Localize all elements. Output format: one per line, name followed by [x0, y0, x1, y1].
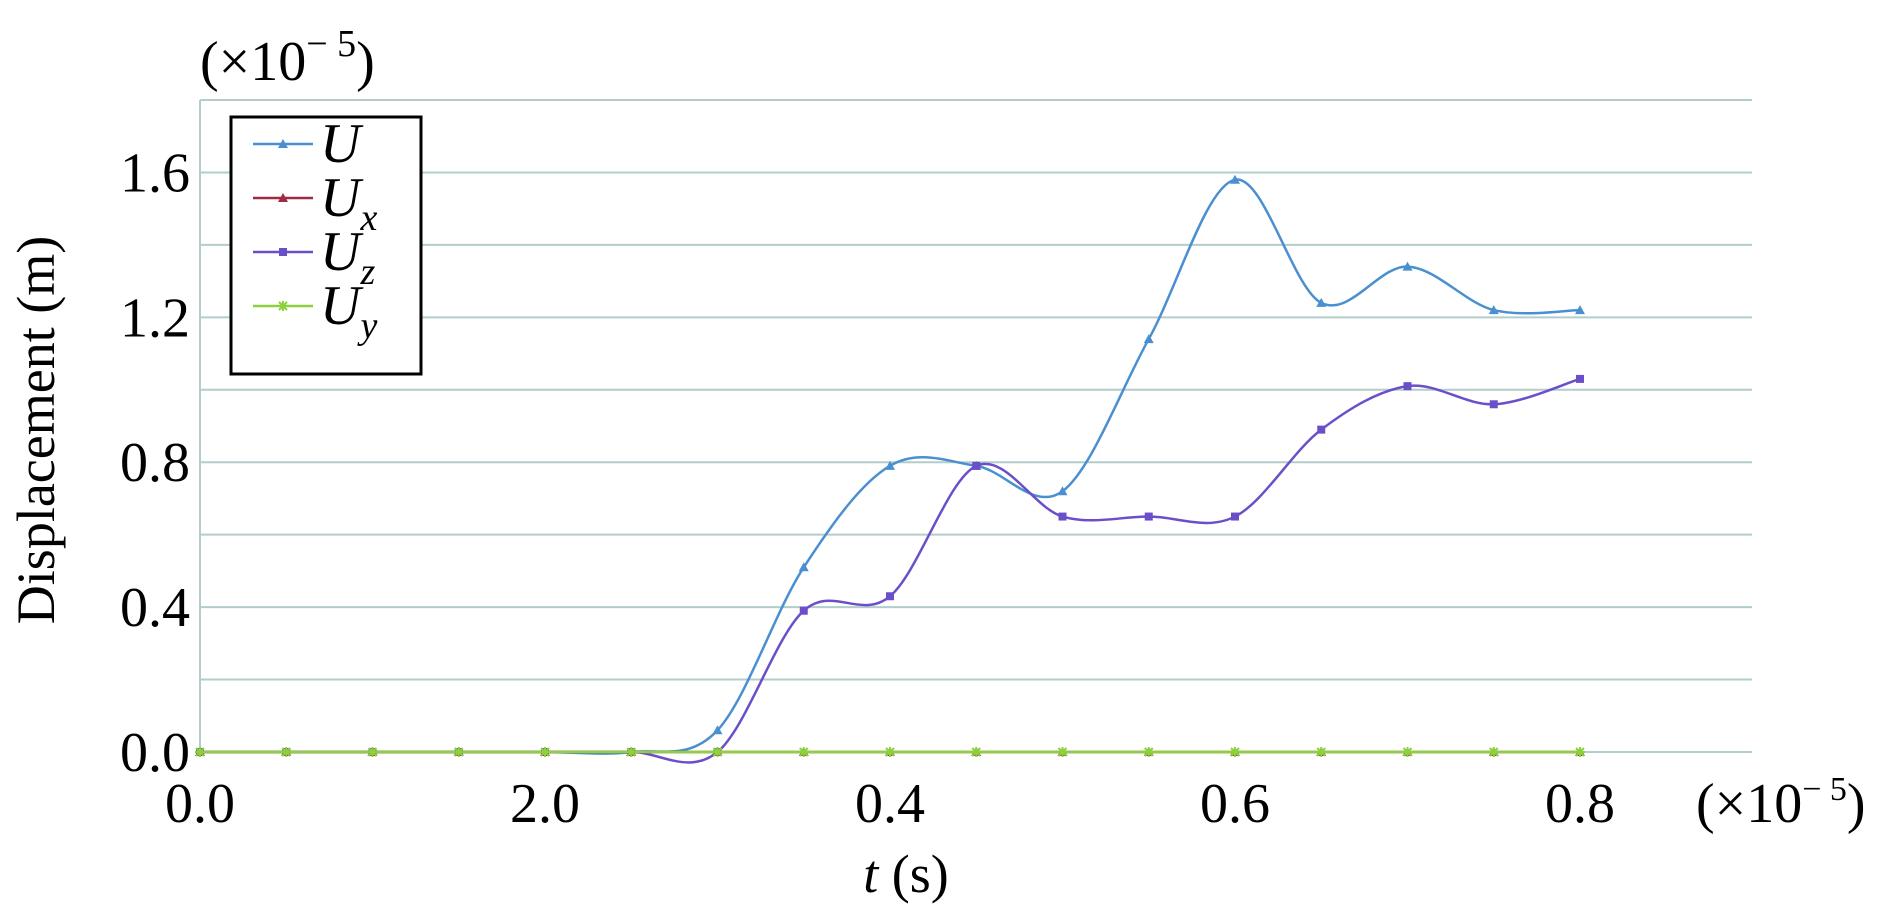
data-point-Uy	[1575, 747, 1585, 757]
data-point-Uy	[1316, 747, 1327, 757]
data-point-U	[1488, 305, 1499, 315]
legend-marker	[278, 301, 288, 311]
x-tick-labels: 0.0 2.0 0.4 0.6 0.8	[165, 773, 1615, 835]
legend-label: Ux	[320, 167, 377, 239]
y-axis-title: Displacement (m)	[6, 236, 66, 624]
data-point-Uz	[1231, 512, 1239, 521]
data-point-Uz	[1317, 425, 1326, 434]
data-point-Uz	[972, 461, 981, 470]
data-point-Uy	[1057, 747, 1068, 757]
y-tick-label: 1.6	[120, 142, 190, 204]
legend-item-Uz: Uz	[253, 221, 375, 293]
x-axis-title: t (s)	[863, 844, 949, 904]
data-point-Uy	[281, 747, 292, 757]
grid-lines	[200, 99, 1752, 753]
x-tick-label: 0.8	[1545, 773, 1615, 835]
legend-item-Uy: Uy	[253, 275, 377, 347]
x-scale-note: (×10− 5)	[1696, 771, 1866, 835]
legend-marker	[278, 139, 288, 148]
data-point-U	[1230, 174, 1240, 184]
legend-item-Ux: Ux	[253, 167, 377, 239]
x-tick-label: 0.6	[1200, 773, 1270, 835]
data-point-U	[1402, 261, 1413, 271]
x-tick-label: 2.0	[510, 773, 580, 835]
data-point-Uy	[626, 747, 637, 757]
data-point-Uy	[453, 747, 464, 757]
legend-box	[229, 115, 423, 376]
y-tick-label: 0.8	[120, 432, 190, 494]
data-point-Uy	[712, 747, 723, 757]
data-point-U	[1057, 486, 1068, 496]
data-point-Uz	[1144, 512, 1153, 521]
data-point-U	[1143, 334, 1154, 344]
legend-item-U: U	[253, 113, 364, 175]
legend-label: U	[320, 113, 364, 175]
data-point-U	[885, 460, 895, 470]
data-point-Uz	[1058, 512, 1067, 521]
y-scale-note: (×10− 5)	[200, 23, 375, 93]
y-tick-label: 0.4	[120, 577, 190, 639]
legend-marker	[278, 193, 288, 202]
legend-marker	[279, 248, 287, 256]
data-point-Uy	[1488, 747, 1499, 757]
data-point-Uz	[1403, 382, 1412, 391]
data-point-Uz	[799, 606, 808, 615]
data-point-Uy	[1143, 747, 1154, 757]
data-point-Uy	[195, 747, 205, 757]
series-line-Uz	[200, 377, 1581, 764]
data-point-U	[798, 562, 809, 572]
series-layer	[195, 174, 1585, 764]
data-point-Uz	[1576, 374, 1584, 383]
data-point-Uz	[886, 592, 894, 601]
data-point-Uy	[798, 747, 809, 757]
y-tick-label: 1.2	[120, 287, 190, 349]
legend-label: Uy	[320, 275, 377, 347]
y-tick-labels: 0.0 0.4 0.8 1.2 1.6	[120, 142, 190, 784]
y-tick-label: 0.0	[120, 722, 190, 784]
data-point-Uy	[540, 747, 550, 757]
data-point-Uy	[971, 747, 982, 757]
series-Uz	[196, 374, 1584, 764]
data-point-U	[1575, 305, 1585, 315]
data-point-Uy	[367, 747, 378, 757]
data-point-U	[712, 725, 723, 735]
x-tick-label: 0.0	[165, 773, 235, 835]
data-point-Uy	[885, 747, 895, 757]
data-point-Uz	[1489, 400, 1498, 409]
legend-label: Uz	[320, 221, 375, 293]
x-tick-label: 0.4	[855, 773, 925, 835]
series-Uy	[195, 747, 1585, 757]
data-point-U	[1316, 297, 1327, 307]
data-point-Uy	[1402, 747, 1413, 757]
data-point-Uy	[1230, 747, 1240, 757]
